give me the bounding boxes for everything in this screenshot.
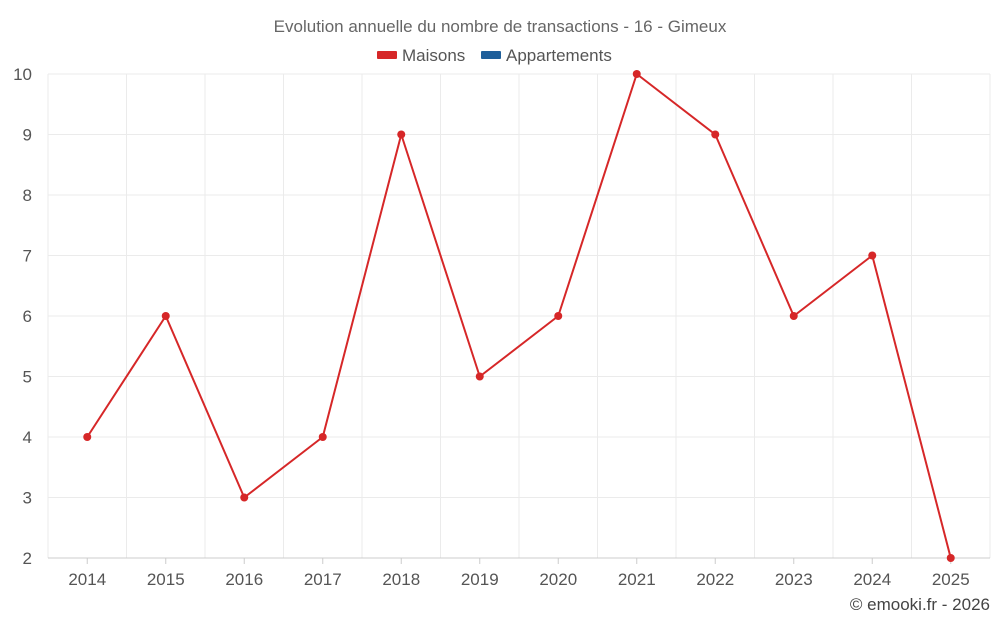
x-tick-label: 2021 xyxy=(618,570,656,589)
data-point[interactable] xyxy=(711,130,720,139)
grid xyxy=(47,73,991,558)
data-point[interactable] xyxy=(475,372,484,381)
x-tick-label: 2023 xyxy=(775,570,813,589)
data-point[interactable] xyxy=(397,130,406,139)
y-tick-label: 5 xyxy=(23,368,32,387)
legend: Maisons Appartements xyxy=(377,46,612,65)
y-tick-label: 10 xyxy=(13,65,32,84)
legend-item-appartements[interactable]: Appartements xyxy=(481,46,612,65)
data-point[interactable] xyxy=(83,433,92,441)
data-point[interactable] xyxy=(240,493,249,502)
series-line-maisons xyxy=(86,73,952,559)
credit-text: © emooki.fr - 2026 xyxy=(850,595,990,614)
y-tick-label: 6 xyxy=(23,307,32,326)
legend-swatch-maisons xyxy=(377,51,397,59)
x-axis: 2014 2015 2016 2017 2018 2019 2020 2021 2022 2023… xyxy=(48,557,990,589)
data-point[interactable] xyxy=(318,433,327,441)
y-tick-label: 4 xyxy=(23,428,32,447)
data-point[interactable] xyxy=(554,312,563,320)
x-tick-label: 2014 xyxy=(68,570,106,589)
x-tick-label: 2022 xyxy=(696,570,734,589)
data-point[interactable] xyxy=(868,251,877,260)
x-tick-label: 2016 xyxy=(225,570,263,589)
legend-item-maisons[interactable]: Maisons xyxy=(377,46,465,65)
x-tick-label: 2019 xyxy=(461,570,499,589)
x-tick-label: 2018 xyxy=(382,570,420,589)
y-axis: 2 3 4 5 6 7 8 9 10 xyxy=(13,65,32,568)
y-tick-label: 9 xyxy=(23,126,32,145)
x-tick-label: 2020 xyxy=(539,570,577,589)
chart-title: Evolution annuelle du nombre de transact… xyxy=(274,17,727,36)
legend-label-appartements: Appartements xyxy=(506,46,612,65)
data-point[interactable] xyxy=(161,312,170,320)
x-tick-label: 2017 xyxy=(304,570,342,589)
legend-swatch-appartements xyxy=(481,51,501,59)
data-point[interactable] xyxy=(946,554,955,562)
y-tick-label: 3 xyxy=(23,489,32,508)
legend-label-maisons: Maisons xyxy=(402,46,465,65)
y-tick-label: 8 xyxy=(23,186,32,205)
y-tick-label: 7 xyxy=(23,247,32,266)
series-layer xyxy=(83,70,955,562)
y-tick-label: 2 xyxy=(23,549,32,568)
x-tick-label: 2024 xyxy=(853,570,891,589)
x-tick-label: 2015 xyxy=(147,570,185,589)
data-point[interactable] xyxy=(789,312,798,320)
x-tick-label: 2025 xyxy=(932,570,970,589)
data-point[interactable] xyxy=(632,70,641,78)
